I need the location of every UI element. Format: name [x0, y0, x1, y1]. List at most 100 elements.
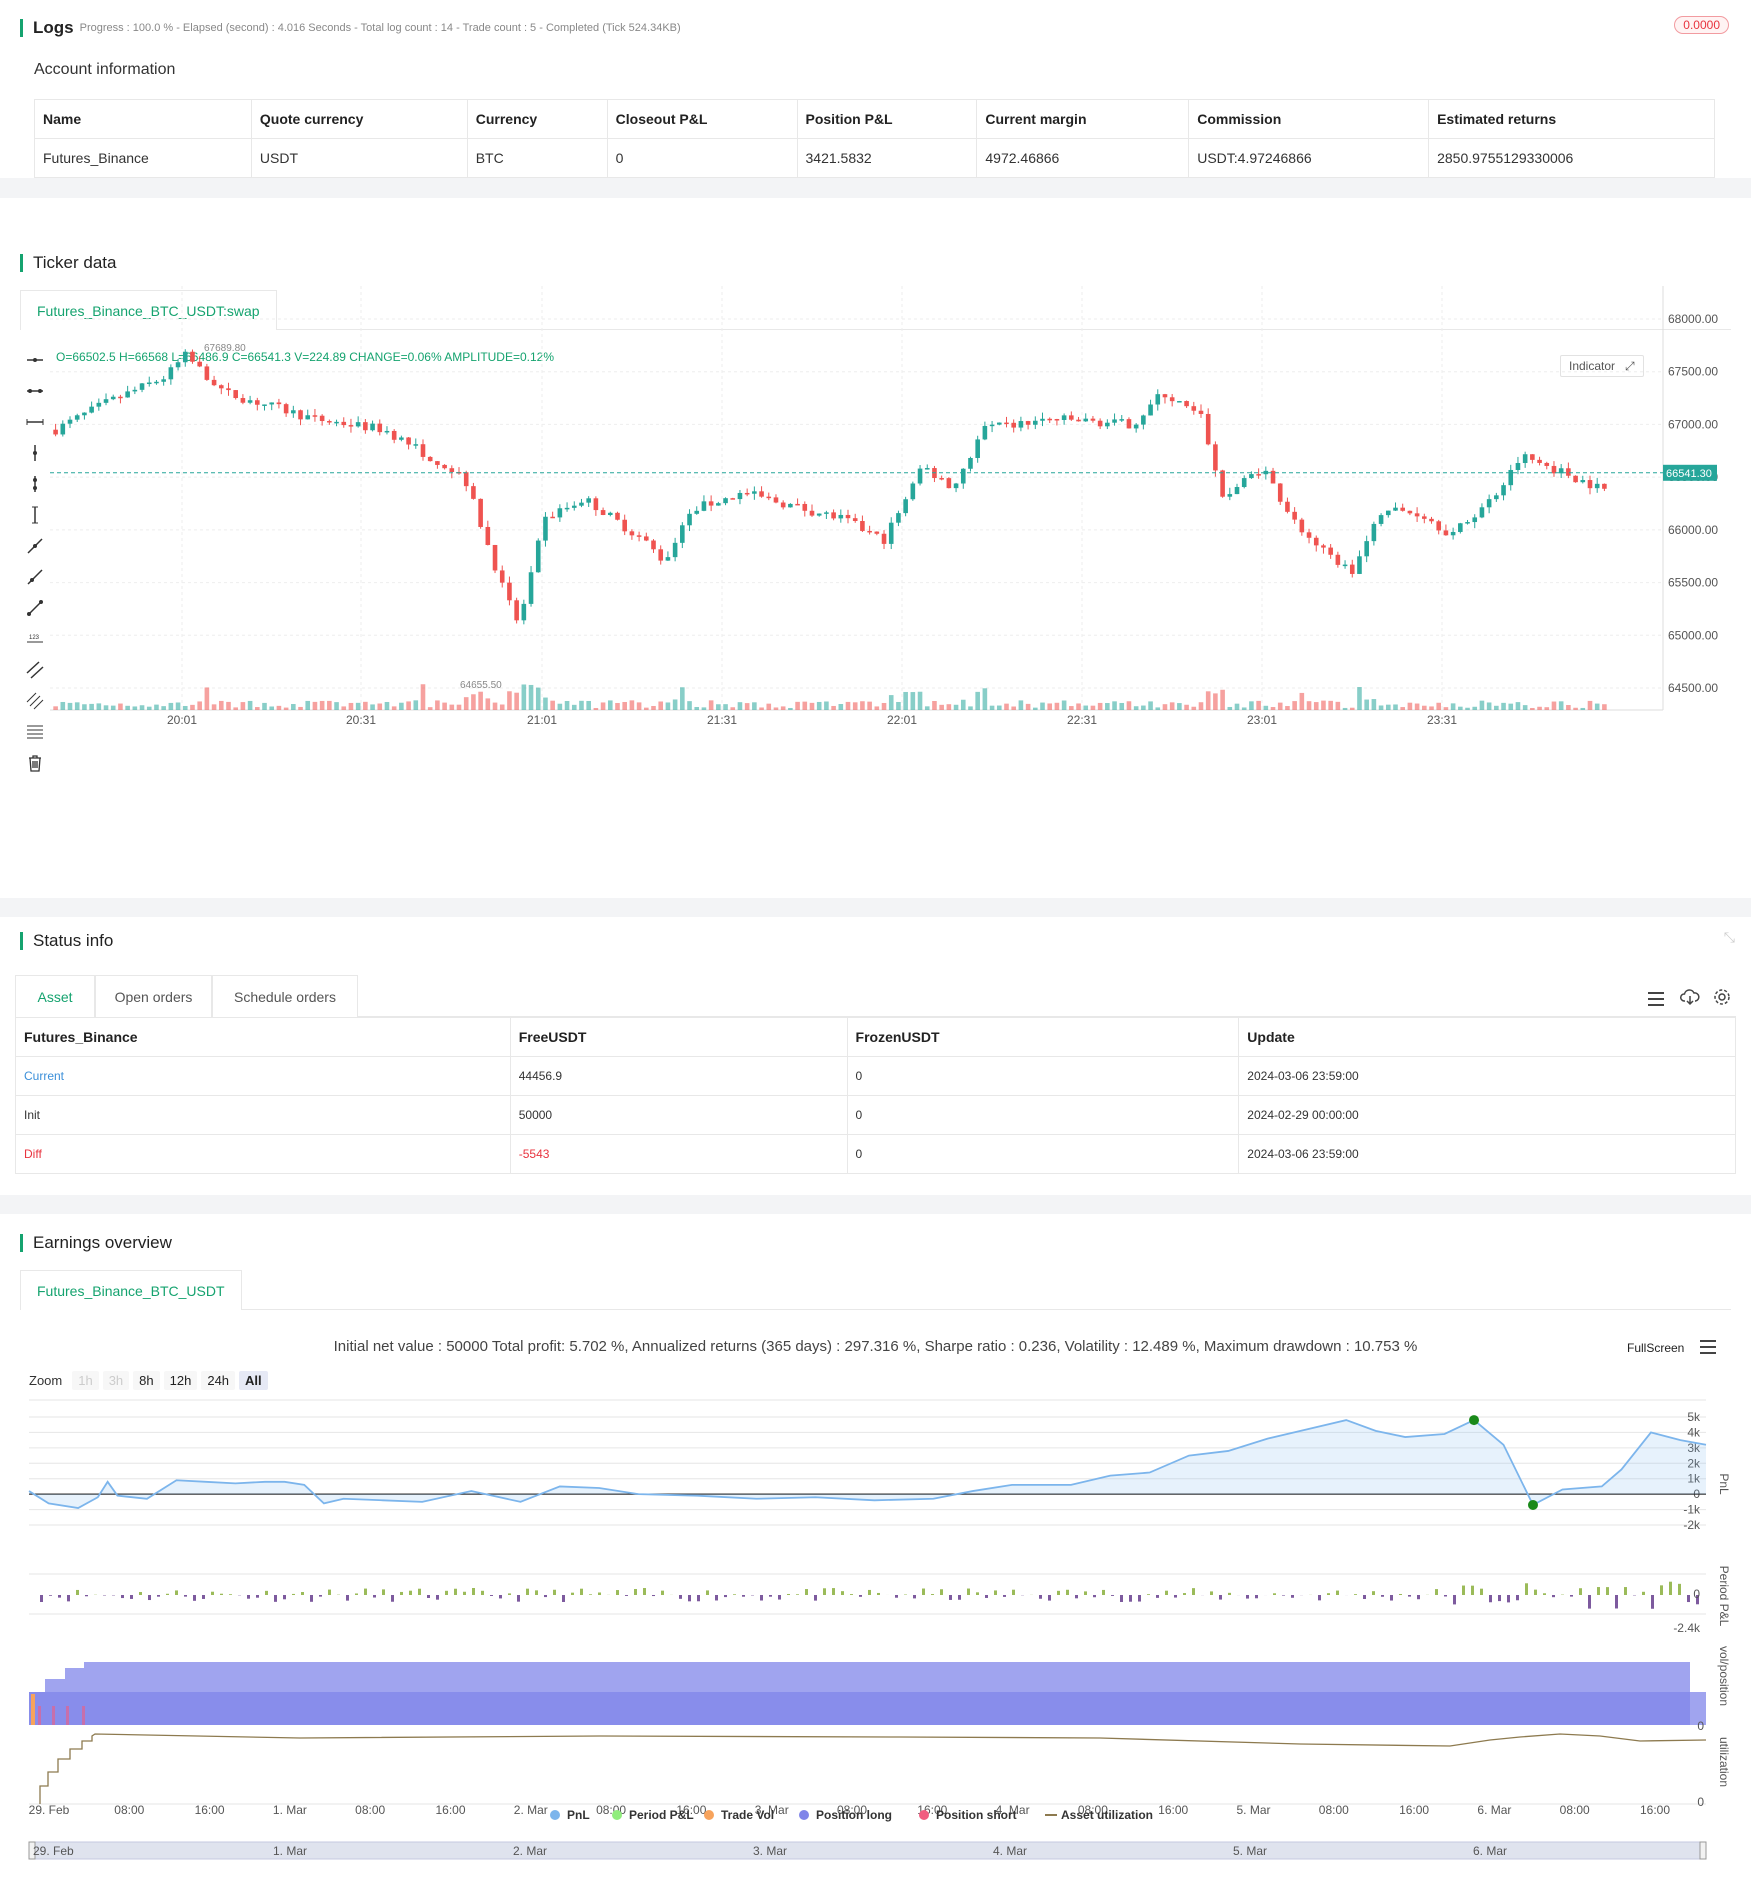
- period-pnl-bar: [256, 1595, 259, 1598]
- candle-body: [218, 385, 224, 389]
- fib-retracement-icon[interactable]: [26, 723, 44, 741]
- period-pnl-bar: [661, 1590, 664, 1595]
- vertical-line-icon[interactable]: [26, 444, 44, 462]
- tab-earnings-symbol[interactable]: Futures_Binance_BTC_USDT: [20, 1270, 242, 1310]
- account-header-row: Name Quote currency Currency Closeout P&L Po…: [34, 99, 1715, 139]
- trade-vol-bar: [82, 1706, 85, 1725]
- candle-body: [1508, 469, 1514, 486]
- candle-body: [1213, 444, 1218, 471]
- candle-body: [305, 415, 311, 420]
- candle-body: [910, 483, 916, 500]
- volume-bar: [1458, 706, 1463, 710]
- candle-body: [226, 388, 231, 391]
- period-pnl-bar: [1687, 1595, 1690, 1603]
- candle-body: [1378, 515, 1384, 524]
- fullscreen-button[interactable]: FullScreen: [1627, 1341, 1685, 1355]
- horizontal-ray-icon[interactable]: [26, 382, 44, 400]
- candle-body: [1587, 480, 1593, 489]
- volume-bar: [845, 701, 851, 710]
- tab-schedule-orders[interactable]: Schedule orders: [212, 975, 358, 1017]
- period-pnl-bar: [787, 1593, 790, 1595]
- zoom-3h-button[interactable]: 3h: [102, 1371, 130, 1390]
- segment-line-icon[interactable]: [26, 599, 44, 617]
- trend-line-icon[interactable]: [26, 537, 44, 555]
- volume-bar: [240, 702, 246, 710]
- volume-bar: [67, 702, 73, 710]
- period-pnl-bar: [292, 1593, 295, 1595]
- period-pnl-bar: [616, 1590, 619, 1595]
- horizontal-line-icon[interactable]: [26, 351, 44, 369]
- tab-ticker-symbol[interactable]: Futures_Binance_BTC_USDT:swap: [20, 290, 277, 330]
- volume-bar: [175, 702, 181, 710]
- candle-body: [255, 400, 260, 405]
- gear-icon[interactable]: [1712, 987, 1732, 1007]
- account-col-header: Name: [34, 99, 252, 139]
- volume-bar: [1385, 704, 1391, 710]
- volume-bar: [1162, 704, 1168, 710]
- navigator-tick-label: 4. Mar: [993, 1844, 1027, 1858]
- tab-asset[interactable]: Asset: [15, 975, 95, 1017]
- candle-body: [1602, 483, 1607, 489]
- volume-bar: [60, 701, 66, 710]
- candle-body: [391, 430, 397, 440]
- period-pnl-bar: [1363, 1595, 1366, 1600]
- asset-cell: 0: [846, 1056, 1240, 1096]
- collapse-icon[interactable]: ⤡: [1723, 929, 1735, 945]
- pnl-tick-label: 4k: [1687, 1425, 1701, 1439]
- period-pnl-bar: [733, 1594, 736, 1595]
- zoom-1h-button[interactable]: 1h: [72, 1371, 99, 1390]
- volume-bar: [514, 692, 519, 710]
- menu-icon[interactable]: [1700, 1340, 1716, 1354]
- candle-body: [435, 461, 440, 465]
- volume-bar: [550, 700, 555, 710]
- candle-body: [1501, 485, 1506, 496]
- trade-vol-bar: [31, 1694, 35, 1725]
- account-col-header: Position P&L: [796, 99, 978, 139]
- period-pnl-bar: [409, 1590, 412, 1595]
- volume-bar: [319, 700, 325, 710]
- cloud-download-icon[interactable]: [1680, 988, 1700, 1006]
- candle-body: [1184, 401, 1189, 407]
- volume-bar: [535, 687, 541, 710]
- period-pnl-bar: [1084, 1591, 1087, 1595]
- period-pnl-bar: [598, 1592, 601, 1595]
- extended-line-icon[interactable]: [26, 413, 44, 431]
- vertical-segment-icon[interactable]: [26, 506, 44, 524]
- ray-line-icon[interactable]: [26, 568, 44, 586]
- volume-bar: [1112, 701, 1117, 710]
- period-pnl-bar: [301, 1592, 304, 1595]
- period-pnl-bar: [346, 1595, 349, 1601]
- volume-bar: [730, 707, 736, 710]
- price-label-icon[interactable]: 123: [26, 630, 44, 648]
- vertical-ray-icon[interactable]: [26, 475, 44, 493]
- tab-open-orders[interactable]: Open orders: [95, 975, 212, 1017]
- period-pnl-bar: [427, 1595, 430, 1598]
- svg-text:123: 123: [29, 635, 40, 641]
- candle-body: [1090, 418, 1096, 421]
- period-pnl-bar: [652, 1595, 655, 1597]
- zoom-8h-button[interactable]: 8h: [133, 1371, 160, 1390]
- trash-icon[interactable]: [26, 754, 44, 772]
- fib-channel-icon[interactable]: [26, 692, 44, 710]
- period-pnl-bar: [382, 1589, 385, 1595]
- indicator-button[interactable]: Indicator ⤢: [1560, 355, 1644, 377]
- zoom-12h-button[interactable]: 12h: [163, 1371, 198, 1390]
- utilization-line: [39, 1733, 1707, 1804]
- parallel-channel-icon[interactable]: [26, 661, 44, 679]
- ohlc-readout: O=66502.5 H=66568 L=66486.9 C=66541.3 V=…: [56, 350, 555, 364]
- candle-body: [521, 603, 527, 621]
- candle-body: [53, 429, 58, 435]
- list-icon[interactable]: [1648, 992, 1664, 1006]
- candlestick-chart[interactable]: 68000.0067500.0067000.0066500.0066000.00…: [0, 198, 1751, 898]
- volume-bar: [1414, 703, 1420, 710]
- volume-bar: [622, 701, 627, 710]
- zoom-24h-button[interactable]: 24h: [201, 1371, 236, 1390]
- zoom-all-button[interactable]: All: [239, 1371, 268, 1390]
- volume-bar: [1566, 705, 1571, 710]
- volume-bar: [1018, 700, 1024, 710]
- candle-body: [723, 498, 728, 504]
- volume-bar: [953, 704, 959, 710]
- candle-body: [1515, 463, 1521, 470]
- volume-bar: [687, 701, 692, 710]
